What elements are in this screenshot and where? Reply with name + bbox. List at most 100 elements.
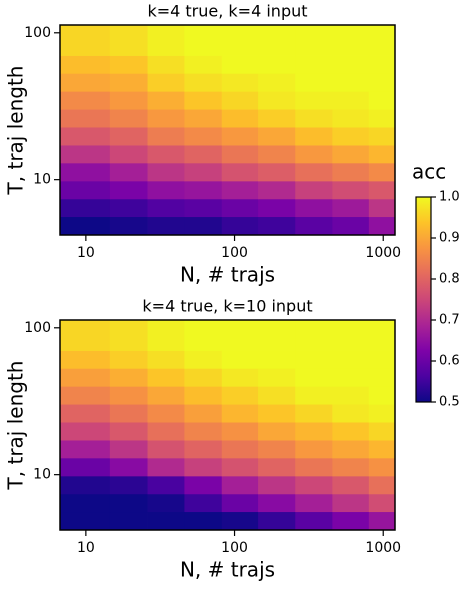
heatmap-cell [258,320,296,351]
heatmap-cell [295,162,333,182]
heatmap-cell [332,368,370,387]
heatmap-cell [295,386,333,405]
heatmap-cell [60,216,111,236]
heatmap-cell [368,320,396,351]
heatmap-cell [221,91,259,110]
heatmap-cell [332,320,370,351]
heatmap-cell [184,457,223,477]
heatmap-cell [184,440,223,459]
heatmap-cell [184,109,223,128]
heatmap-cell [295,198,333,218]
heatmap-cell [332,511,370,531]
heatmap-cell [332,475,370,495]
heatmap-cell [60,25,111,56]
heatmap-cell [147,368,185,387]
heatmap-cell [258,511,296,531]
heatmap-cell [258,457,296,477]
heatmap-cell [109,404,148,423]
heatmap-cell [109,109,148,128]
heatmap-cell [368,127,396,146]
heatmap-cell [221,73,259,92]
heatmap-cell [147,180,185,200]
heatmap-cell [147,350,185,369]
heatmap-cell [332,55,370,74]
heatmap-cell [60,440,111,459]
heatmap-cell [184,216,223,236]
heatmap-cell [109,162,148,182]
heatmap-cell [147,198,185,218]
heatmap-cell [60,198,111,218]
y-tick-label: 10 [33,467,51,483]
heatmap-cell [221,320,259,351]
heatmap-cell [60,55,111,74]
heatmap-cell [332,422,370,441]
plot-frame [59,319,396,531]
heatmap-cell [184,145,223,164]
heatmap-cell [221,350,259,369]
heatmap-cell [295,25,333,56]
heatmap-cell [295,368,333,387]
heatmap-cell [109,180,148,200]
heatmap-cell [368,25,396,56]
heatmap-cell [332,25,370,56]
heatmap-cell [368,404,396,423]
heatmap-cell [258,386,296,405]
heatmap-cell [147,457,185,477]
heatmap-cell [295,350,333,369]
heatmap-cell [295,73,333,92]
heatmap-cell [147,493,185,513]
x-tick-label: 10 [77,245,95,261]
heatmap-cell [332,493,370,513]
heatmap-cell [184,73,223,92]
heatmap-cell [332,127,370,146]
heatmap-cell [221,475,259,495]
heatmap-cell [60,91,111,110]
heatmap-cell [221,457,259,477]
heatmap-cell [221,127,259,146]
heatmap-cell [147,109,185,128]
colorbar-tick-label: 0.8 [439,272,460,287]
colorbar-tick-label: 0.6 [439,354,460,369]
heatmap-cell [60,457,111,477]
heatmap-cell [332,440,370,459]
heatmap-cell [221,55,259,74]
heatmap-cell [184,386,223,405]
heatmap-cell [184,493,223,513]
heatmap-cell [109,320,148,351]
heatmap-cell [332,350,370,369]
heatmap-cell [258,91,296,110]
heatmap-cell [109,127,148,146]
x-tick-label: 100 [221,245,248,261]
heatmap-cell [109,386,148,405]
heatmap-cell [184,404,223,423]
heatmap-cell [184,162,223,182]
heatmap-cell [221,180,259,200]
x-tick-label: 1000 [365,540,401,556]
colorbar-tick-label: 0.9 [439,231,460,246]
heatmap-cell [109,422,148,441]
heatmap-cell [368,109,396,128]
heatmap-cell [184,91,223,110]
heatmap-cell [221,404,259,423]
heatmap-cell [295,440,333,459]
heatmap-cell [147,422,185,441]
heatmap-cell [295,55,333,74]
heatmap-cell [258,422,296,441]
heatmap-cell [147,386,185,405]
panel-title: k=4 true, k=10 input [142,297,312,316]
heatmap-cell [258,25,296,56]
heatmap-cell [368,422,396,441]
heatmap-cell [368,368,396,387]
heatmap-cell [60,109,111,128]
heatmap-cell [184,127,223,146]
heatmap-cell [109,493,148,513]
heatmap-cell [368,198,396,218]
heatmap-cell [147,320,185,351]
heatmap-cell [221,386,259,405]
heatmap-cell [147,25,185,56]
colorbar-tick-label: 0.7 [439,313,460,328]
x-axis-label: N, # trajs [180,558,275,582]
heatmap-cell [60,511,111,531]
heatmap-cell [221,368,259,387]
heatmap-cell [221,198,259,218]
